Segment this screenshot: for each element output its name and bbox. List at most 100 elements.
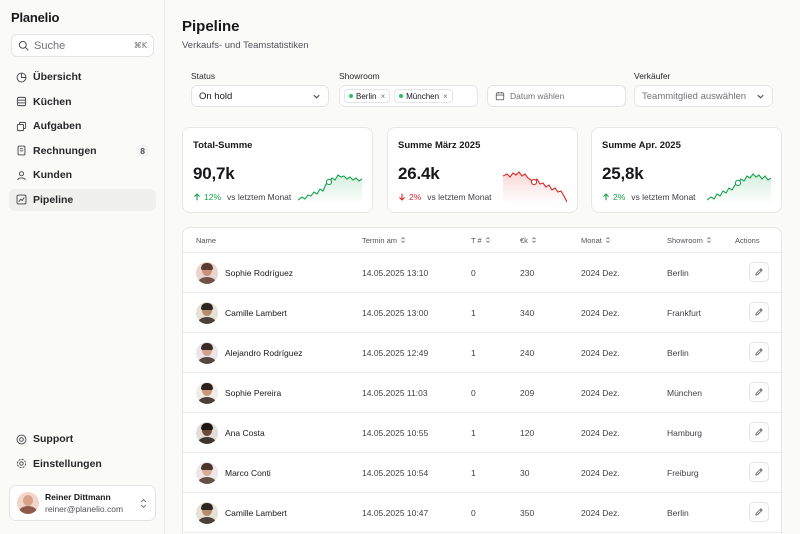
cell-date: 14.05.2025 12:49 — [362, 348, 429, 358]
edit-button[interactable] — [749, 422, 769, 442]
cell-ek: 340 — [520, 308, 535, 318]
arrow-up-icon — [194, 193, 200, 201]
kpi-value: 90,7k — [193, 164, 235, 183]
kpi-card-march: Summe März 2025 26.4k 2% vs letztem Mona… — [387, 127, 578, 213]
sparkline — [503, 171, 567, 204]
cell-showroom: Berlin — [667, 348, 689, 358]
sparkline — [707, 173, 771, 204]
cell-ek: 30 — [520, 468, 530, 478]
sort-icon — [605, 237, 610, 243]
invoice-count-badge: 8 — [136, 144, 149, 157]
nav-item-einstellungen[interactable]: Einstellungen — [9, 453, 156, 476]
status-select[interactable]: On hold — [191, 85, 329, 107]
search-box[interactable]: ⌘K — [11, 34, 154, 57]
pencil-icon — [755, 388, 763, 396]
showroom-label: Showroom — [339, 71, 380, 81]
remove-chip-icon[interactable]: × — [380, 91, 386, 101]
cell-date: 14.05.2025 13:10 — [362, 268, 429, 278]
edit-button[interactable] — [749, 462, 769, 482]
cell-showroom: Hamburg — [667, 428, 702, 438]
column-header-actions: Actions — [735, 235, 760, 245]
column-header-showroom[interactable]: Showroom — [667, 228, 712, 252]
sort-icon — [485, 237, 490, 243]
pencil-icon — [755, 468, 763, 476]
nav-item-rechnungen[interactable]: Rechnungen 8 — [9, 140, 156, 163]
pencil-icon — [755, 508, 763, 516]
cell-month: 2024 Dez. — [581, 508, 620, 518]
pencil-icon — [755, 428, 763, 436]
sparkline — [298, 174, 362, 204]
pencil-icon — [755, 268, 763, 276]
user-email: reiner@planelio.com — [45, 504, 124, 514]
table-row[interactable]: Ana Costa 14.05.2025 10:55 1 120 2024 Dez. Ha… — [183, 413, 781, 453]
main-nav: Übersicht Küchen Aufgaben Rechnungen 8 K… — [9, 66, 156, 213]
search-icon — [18, 40, 29, 51]
copy-icon — [16, 121, 27, 131]
kpi-delta-note: vs letztem Monat — [227, 192, 292, 202]
cell-ek: 240 — [520, 348, 535, 358]
table-row[interactable]: Sophie Rodríguez 14.05.2025 13:10 0 230 2024… — [183, 253, 781, 293]
sort-icon — [532, 237, 536, 243]
table-row[interactable]: Alejandro Rodríguez 14.05.2025 12:49 1 240 2… — [183, 333, 781, 373]
cell-t: 1 — [471, 308, 476, 318]
gear-icon — [16, 459, 27, 469]
cell-name: Alejandro Rodríguez — [196, 333, 303, 373]
edit-button[interactable] — [749, 302, 769, 322]
pencil-icon — [755, 348, 763, 356]
edit-button[interactable] — [749, 342, 769, 362]
app-logo: Planelio — [11, 10, 60, 25]
edit-button[interactable] — [749, 502, 769, 522]
edit-button[interactable] — [749, 382, 769, 402]
cell-month: 2024 Dez. — [581, 268, 620, 278]
nav-item-uebersicht[interactable]: Übersicht — [9, 66, 156, 89]
nav-item-pipeline[interactable]: Pipeline — [9, 188, 156, 211]
date-picker[interactable]: Datum wählen — [487, 85, 626, 107]
nav-label: Einstellungen — [33, 457, 102, 470]
user-menu[interactable]: Reiner Dittmann reiner@planelio.com — [9, 485, 156, 521]
nav-item-aufgaben[interactable]: Aufgaben — [9, 115, 156, 138]
column-header-t[interactable]: T # — [471, 228, 491, 252]
table-row[interactable]: Marco Conti 14.05.2025 10:54 1 30 2024 Dez. F… — [183, 453, 781, 493]
status-value: On hold — [199, 90, 233, 102]
table-row[interactable]: Sophie Pereira 14.05.2025 11:03 0 209 2024 D… — [183, 373, 781, 413]
page-subtitle: Verkaufs- und Teamstatistiken — [182, 40, 309, 51]
date-placeholder: Datum wählen — [510, 91, 565, 101]
column-header-ek[interactable]: €k — [520, 228, 537, 252]
cell-t: 1 — [471, 348, 476, 358]
showroom-chip[interactable]: Berlin × — [344, 89, 391, 103]
showroom-chip[interactable]: München × — [394, 89, 453, 103]
avatar — [17, 492, 39, 514]
seller-placeholder: Teammitglied auswählen — [642, 90, 747, 102]
kpi-delta-note: vs letztem Monat — [427, 192, 492, 202]
nav-item-kunden[interactable]: Kunden — [9, 164, 156, 187]
cell-month: 2024 Dez. — [581, 428, 620, 438]
showroom-multiselect[interactable]: Berlin × München × — [339, 85, 478, 107]
avatar — [196, 342, 218, 364]
table-row[interactable]: Camille Lambert 14.05.2025 10:47 0 350 2024 … — [183, 493, 781, 533]
user-name: Reiner Dittmann — [45, 492, 111, 502]
nav-item-support[interactable]: Support — [9, 428, 156, 451]
kpi-title: Total-Summe — [193, 140, 253, 151]
cell-month: 2024 Dez. — [581, 388, 620, 398]
cell-name: Ana Costa — [196, 413, 265, 453]
nav-item-kuechen[interactable]: Küchen — [9, 91, 156, 114]
avatar — [196, 502, 218, 524]
seller-select[interactable]: Teammitglied auswählen — [634, 85, 773, 107]
kpi-title: Summe Apr. 2025 — [602, 140, 681, 151]
nav-label: Kunden — [33, 169, 73, 182]
column-header-termin[interactable]: Termin am — [362, 228, 406, 252]
status-label: Status — [191, 71, 216, 81]
kpi-delta: 12% vs letztem Monat — [193, 192, 291, 202]
remove-chip-icon[interactable]: × — [443, 91, 448, 101]
cell-month: 2024 Dez. — [581, 308, 620, 318]
kpi-delta-note: vs letztem Monat — [631, 192, 696, 202]
cell-name: Sophie Pereira — [196, 373, 281, 413]
search-input[interactable] — [34, 39, 134, 52]
cell-t: 0 — [471, 268, 476, 278]
cell-t: 0 — [471, 388, 476, 398]
edit-button[interactable] — [749, 262, 769, 282]
chevron-updown-icon — [140, 498, 147, 508]
column-header-monat[interactable]: Monat — [581, 228, 611, 252]
column-header-name: Name — [196, 235, 217, 245]
table-row[interactable]: Camille Lambert 14.05.2025 13:00 1 340 2024 … — [183, 293, 781, 333]
